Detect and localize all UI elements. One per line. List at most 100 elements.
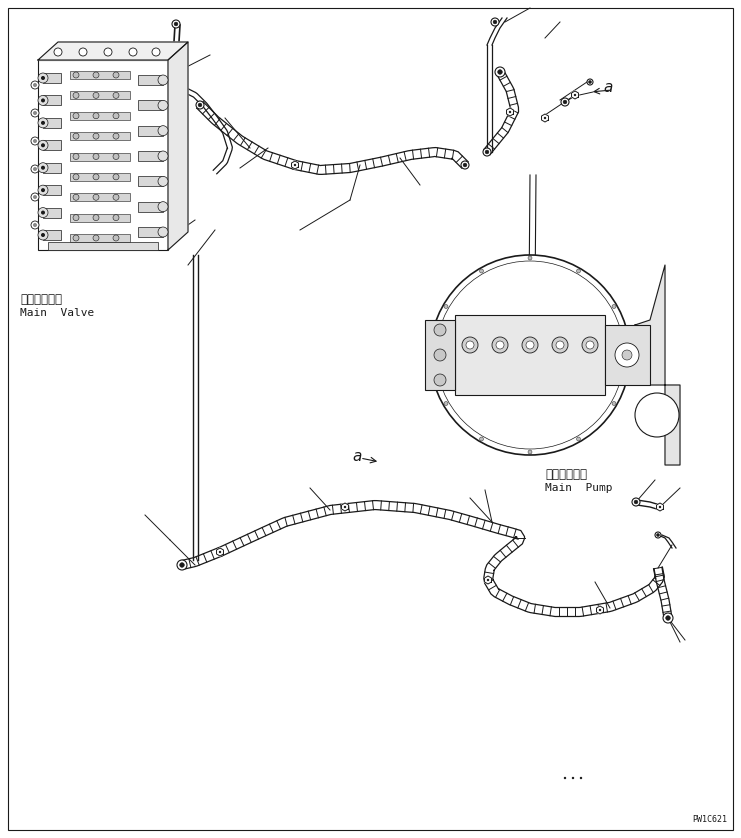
Circle shape — [73, 215, 79, 220]
Text: Main  Valve: Main Valve — [20, 308, 94, 318]
Circle shape — [599, 608, 601, 611]
Circle shape — [38, 163, 48, 173]
Polygon shape — [597, 606, 603, 614]
Bar — [70, 132, 130, 140]
Circle shape — [73, 194, 79, 200]
Circle shape — [479, 269, 483, 273]
Circle shape — [556, 341, 564, 349]
Circle shape — [158, 202, 168, 212]
Circle shape — [461, 161, 469, 169]
Circle shape — [41, 233, 45, 237]
Bar — [43, 163, 61, 173]
Bar — [43, 96, 61, 106]
Circle shape — [73, 92, 79, 98]
Circle shape — [612, 304, 616, 308]
Circle shape — [663, 613, 673, 623]
Circle shape — [485, 150, 489, 154]
Circle shape — [655, 532, 661, 538]
Circle shape — [576, 437, 580, 441]
Circle shape — [434, 374, 446, 386]
Circle shape — [113, 235, 119, 241]
Circle shape — [33, 195, 37, 199]
Circle shape — [479, 437, 483, 441]
Circle shape — [588, 80, 591, 83]
Polygon shape — [291, 161, 299, 169]
Text: PW1C621: PW1C621 — [692, 815, 727, 824]
Circle shape — [113, 153, 119, 159]
Bar — [48, 242, 158, 250]
Polygon shape — [342, 503, 348, 511]
Bar — [138, 126, 163, 136]
Circle shape — [31, 137, 39, 145]
Circle shape — [38, 185, 48, 195]
Polygon shape — [571, 91, 579, 99]
Circle shape — [434, 324, 446, 336]
Bar — [138, 176, 163, 186]
Circle shape — [587, 79, 593, 85]
Bar — [70, 234, 130, 242]
Bar — [138, 227, 163, 237]
Circle shape — [158, 75, 168, 85]
Circle shape — [41, 121, 45, 125]
Circle shape — [33, 111, 37, 115]
Circle shape — [434, 349, 446, 361]
Circle shape — [158, 101, 168, 111]
Circle shape — [526, 341, 534, 349]
Circle shape — [158, 176, 168, 186]
Circle shape — [73, 173, 79, 180]
Bar — [70, 173, 130, 181]
Circle shape — [574, 94, 576, 96]
Circle shape — [73, 72, 79, 78]
Circle shape — [31, 81, 39, 89]
Circle shape — [615, 343, 639, 367]
Circle shape — [113, 173, 119, 180]
Circle shape — [528, 450, 532, 454]
Circle shape — [54, 48, 62, 56]
Circle shape — [492, 337, 508, 353]
Circle shape — [93, 235, 99, 241]
Bar — [138, 202, 163, 212]
Circle shape — [444, 304, 448, 308]
Circle shape — [487, 579, 489, 582]
Bar — [605, 325, 650, 385]
Circle shape — [93, 194, 99, 200]
Circle shape — [544, 116, 546, 119]
Polygon shape — [168, 42, 188, 250]
Text: メインポンプ: メインポンプ — [545, 468, 587, 481]
Circle shape — [41, 189, 45, 192]
Circle shape — [113, 133, 119, 139]
Circle shape — [622, 350, 632, 360]
Circle shape — [196, 101, 204, 109]
Circle shape — [564, 777, 566, 779]
Circle shape — [496, 341, 504, 349]
Bar — [70, 111, 130, 120]
Text: Main  Pump: Main Pump — [545, 483, 613, 493]
Circle shape — [129, 48, 137, 56]
Circle shape — [586, 341, 594, 349]
Circle shape — [31, 109, 39, 117]
Bar — [70, 71, 130, 79]
Bar — [43, 185, 61, 195]
Bar — [70, 91, 130, 100]
Circle shape — [152, 48, 160, 56]
Circle shape — [79, 48, 87, 56]
Circle shape — [93, 133, 99, 139]
Circle shape — [38, 230, 48, 240]
Circle shape — [612, 401, 616, 406]
Circle shape — [158, 151, 168, 161]
Polygon shape — [542, 114, 548, 122]
Polygon shape — [657, 503, 663, 511]
Circle shape — [113, 215, 119, 220]
Polygon shape — [38, 42, 188, 60]
Circle shape — [198, 103, 202, 106]
Circle shape — [219, 551, 222, 553]
Circle shape — [635, 393, 679, 437]
Circle shape — [665, 616, 671, 620]
Bar — [43, 140, 61, 150]
Circle shape — [31, 221, 39, 229]
Circle shape — [528, 256, 532, 260]
Circle shape — [625, 353, 629, 357]
Bar — [70, 194, 130, 201]
Circle shape — [38, 208, 48, 218]
Bar — [425, 320, 455, 390]
